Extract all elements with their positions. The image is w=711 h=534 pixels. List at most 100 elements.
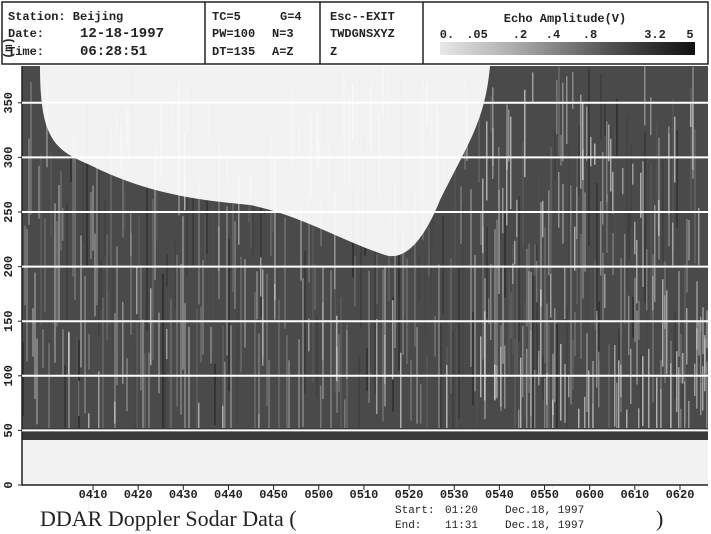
echo-stripe <box>580 94 582 189</box>
echo-stripe <box>218 140 220 300</box>
echo-stripe <box>540 289 542 378</box>
echo-stripe <box>674 311 676 399</box>
echo-stripe <box>312 205 314 383</box>
param: TC=5 <box>212 10 241 24</box>
echo-stripe <box>510 116 512 210</box>
echo-stripe <box>408 322 410 355</box>
echo-stripe <box>628 210 630 262</box>
echo-stripe <box>220 330 222 440</box>
echo-stripe <box>98 371 100 465</box>
echo-stripe <box>564 267 566 320</box>
echo-stripe <box>582 149 584 299</box>
echo-stripe <box>648 348 650 435</box>
echo-stripe <box>474 254 476 392</box>
echo-stripe <box>546 303 548 438</box>
legend-bar <box>440 42 695 55</box>
echo-stripe <box>76 334 78 383</box>
echo-stripe <box>74 137 76 300</box>
echo-stripe <box>502 265 504 364</box>
echo-stripe <box>42 329 44 369</box>
echo-stripe <box>656 121 658 227</box>
echo-stripe <box>212 186 214 353</box>
echo-stripe <box>614 345 616 427</box>
param: DT=135 <box>212 45 255 59</box>
echo-stripe <box>550 147 552 275</box>
y-tick-label: 300 <box>2 147 16 169</box>
echo-stripe <box>126 358 128 412</box>
echo-stripe <box>678 271 680 357</box>
echo-stripe <box>176 254 178 407</box>
echo-stripe <box>504 345 506 409</box>
echo-stripe <box>670 363 672 459</box>
echo-stripe <box>672 222 674 268</box>
legend-label: 3.2 <box>644 28 666 42</box>
echo-stripe <box>266 273 268 406</box>
echo-stripe <box>698 320 700 356</box>
echo-stripe <box>404 208 406 317</box>
echo-stripe <box>86 99 88 267</box>
echo-stripe <box>666 290 668 374</box>
echo-stripe <box>694 129 696 264</box>
echo-stripe <box>274 158 276 300</box>
echo-stripe <box>26 228 28 362</box>
echo-stripe <box>696 328 698 409</box>
echo-stripe <box>532 72 534 103</box>
echo-stripe <box>410 360 412 421</box>
echo-stripe <box>244 259 246 348</box>
echo-stripe <box>468 350 470 404</box>
echo-stripe <box>170 299 172 435</box>
echo-stripe <box>540 202 542 307</box>
echo-stripe <box>374 219 376 395</box>
echo-stripe <box>538 350 540 386</box>
echo-stripe <box>698 207 700 265</box>
echo-stripe <box>154 147 156 281</box>
echo-stripe <box>594 259 596 330</box>
echo-stripe <box>34 272 36 400</box>
echo-stripe <box>68 331 70 440</box>
echo-stripe <box>24 225 26 306</box>
echo-stripe <box>568 375 570 398</box>
echo-stripe <box>448 270 450 414</box>
echo-stripe <box>384 334 386 384</box>
echo-stripe <box>570 185 572 266</box>
echo-stripe <box>554 308 556 403</box>
echo-stripe <box>628 295 630 356</box>
echo-stripe <box>192 162 194 266</box>
echo-stripe <box>286 335 288 440</box>
echo-stripe <box>250 203 252 249</box>
echo-stripe <box>394 181 396 348</box>
echo-stripe <box>258 414 260 438</box>
echo-stripe <box>238 250 240 363</box>
echo-stripe <box>596 183 598 318</box>
echo-stripe <box>196 308 198 440</box>
echo-stripe <box>40 154 42 326</box>
echo-stripe <box>200 306 202 363</box>
x-tick-label: 0410 <box>79 488 108 502</box>
echo-stripe <box>684 263 686 423</box>
echo-stripe <box>544 227 546 364</box>
echo-stripe <box>418 257 420 301</box>
echo-stripe <box>542 200 544 238</box>
echo-stripe <box>600 74 602 140</box>
echo-stripe <box>80 235 82 368</box>
echo-stripe <box>90 191 92 260</box>
echo-stripe <box>690 88 692 210</box>
echo-stripe <box>78 381 80 417</box>
echo-stripe <box>58 185 60 322</box>
echo-stripe <box>116 246 118 385</box>
echo-stripe <box>678 367 680 461</box>
x-tick-label: 0620 <box>666 488 695 502</box>
axes: 0 50 100 150 200 250 300 350 (m) 0410 0420 0430 0440… <box>2 37 708 502</box>
date: 12-18-1997 <box>80 26 164 42</box>
y-tick-label: 350 <box>2 92 16 114</box>
param: A=Z <box>272 45 294 59</box>
echo-stripe <box>438 264 440 438</box>
echo-stripe <box>502 187 504 234</box>
echo-stripe <box>254 292 256 440</box>
echo-stripe <box>586 106 588 161</box>
echo-stripe <box>696 281 698 350</box>
echo-stripe <box>62 208 64 241</box>
echo-stripe <box>482 178 484 254</box>
echo-stripe <box>494 229 496 401</box>
y-tick-label: 250 <box>2 201 16 223</box>
